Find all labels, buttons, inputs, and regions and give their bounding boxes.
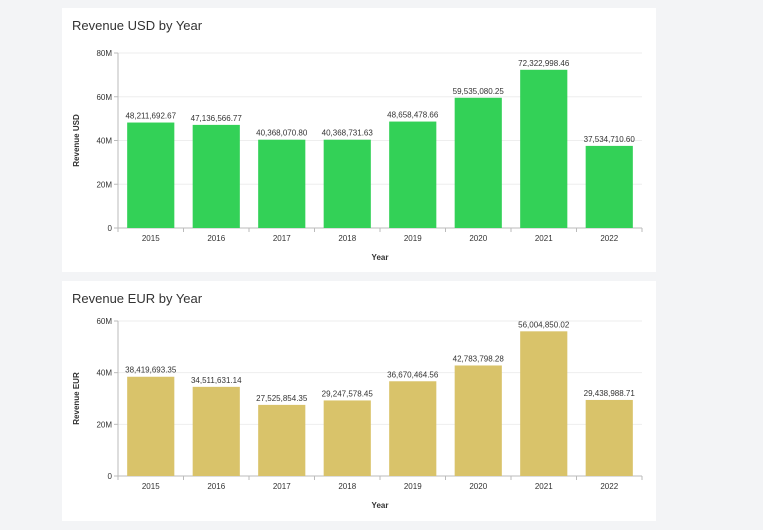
usd-x-tick-label: 2017 xyxy=(273,234,291,243)
eur-x-tick-label: 2018 xyxy=(338,482,356,491)
usd-bar-value-label: 37,534,710.60 xyxy=(584,135,636,144)
eur-x-tick-label: 2017 xyxy=(273,482,291,491)
eur-x-tick-label: 2020 xyxy=(469,482,487,491)
eur-chart-title: Revenue EUR by Year xyxy=(72,291,203,306)
eur-bar-chart: 0 20M 40M 60M 38,419,693.35 2015 34,511,631.14… xyxy=(72,317,643,510)
eur-bar xyxy=(192,386,240,476)
eur-bar-value-label: 29,438,988.71 xyxy=(584,389,636,398)
usd-y-tick-label: 80M xyxy=(96,49,112,58)
usd-bar-value-label: 72,322,998.46 xyxy=(518,59,570,68)
usd-x-tick-label: 2019 xyxy=(404,234,422,243)
eur-x-tick-label: 2021 xyxy=(535,482,553,491)
usd-x-tick-label: 2021 xyxy=(535,234,553,243)
eur-bar-value-label: 36,670,464.56 xyxy=(387,370,439,379)
eur-x-tick-label: 2016 xyxy=(207,482,225,491)
usd-bar xyxy=(389,121,437,228)
eur-bar xyxy=(585,399,633,476)
usd-chart-panel: Revenue USD by Year 0 20M 40M 60M 80M 48,211,… xyxy=(62,8,656,272)
usd-bar xyxy=(258,139,306,228)
eur-bar xyxy=(258,404,306,476)
usd-bar xyxy=(323,139,371,228)
eur-bar-value-label: 27,525,854.35 xyxy=(256,394,308,403)
usd-bar xyxy=(520,69,568,228)
usd-bar-value-label: 47,136,566.77 xyxy=(191,114,243,123)
eur-bar xyxy=(454,365,502,476)
usd-bar-value-label: 40,368,070.80 xyxy=(256,129,308,138)
usd-bar-chart: 0 20M 40M 60M 80M 48,211,692.67 2015 47,136,566… xyxy=(72,49,643,262)
eur-y-tick-label: 60M xyxy=(96,317,112,326)
usd-y-tick-label: 40M xyxy=(96,137,112,146)
eur-y-tick-label: 0 xyxy=(108,472,113,481)
usd-x-tick-label: 2018 xyxy=(338,234,356,243)
usd-y-axis-title: Revenue USD xyxy=(72,114,81,167)
usd-bar-value-label: 48,658,478.66 xyxy=(387,111,439,120)
eur-x-tick-label: 2015 xyxy=(142,482,160,491)
usd-x-tick-label: 2016 xyxy=(207,234,225,243)
usd-bar-value-label: 40,368,731.63 xyxy=(322,129,374,138)
usd-y-tick-label: 0 xyxy=(108,224,113,233)
eur-bar-value-label: 42,783,798.28 xyxy=(453,354,505,363)
eur-chart-panel: Revenue EUR by Year 0 20M 40M 60M 38,419,693… xyxy=(62,281,656,521)
eur-x-tick-label: 2019 xyxy=(404,482,422,491)
eur-bar-value-label: 29,247,578.45 xyxy=(322,389,374,398)
eur-bar-value-label: 38,419,693.35 xyxy=(125,366,177,375)
eur-bar xyxy=(520,331,568,476)
usd-x-tick-label: 2015 xyxy=(142,234,160,243)
usd-chart-title: Revenue USD by Year xyxy=(72,18,203,33)
eur-x-tick-label: 2022 xyxy=(600,482,618,491)
usd-y-tick-label: 60M xyxy=(96,93,112,102)
usd-x-tick-label: 2022 xyxy=(600,234,618,243)
usd-y-tick-label: 20M xyxy=(96,180,112,189)
usd-x-tick-label: 2020 xyxy=(469,234,487,243)
eur-y-tick-label: 20M xyxy=(96,420,112,429)
usd-bar xyxy=(454,97,502,228)
usd-bar-value-label: 48,211,692.67 xyxy=(125,112,176,121)
eur-y-tick-label: 40M xyxy=(96,369,112,378)
eur-x-axis-title: Year xyxy=(372,501,389,510)
eur-bar xyxy=(389,381,437,476)
eur-bar xyxy=(127,376,175,476)
usd-bar-value-label: 59,535,080.25 xyxy=(453,87,505,96)
usd-bar xyxy=(585,145,633,228)
eur-y-axis-title: Revenue EUR xyxy=(72,372,81,425)
usd-bar xyxy=(192,124,240,228)
usd-bar xyxy=(127,122,175,228)
eur-bar xyxy=(323,400,371,476)
usd-x-axis-title: Year xyxy=(372,253,389,262)
eur-bar-value-label: 56,004,850.02 xyxy=(518,320,570,329)
eur-bar-value-label: 34,511,631.14 xyxy=(191,376,242,385)
